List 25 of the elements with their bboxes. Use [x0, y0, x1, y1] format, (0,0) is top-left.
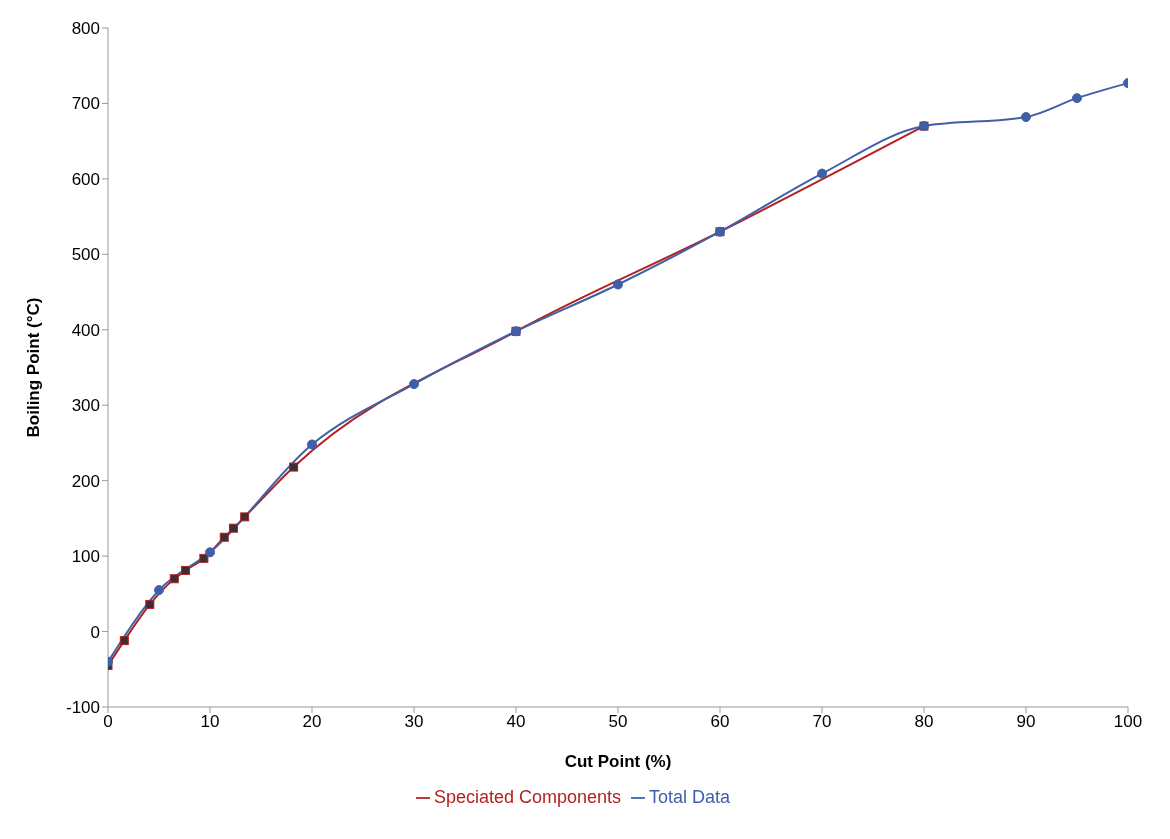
x-tick-label: 10: [200, 712, 220, 732]
y-tick-label: 600: [71, 169, 100, 189]
x-tick-label: 90: [1016, 712, 1036, 732]
legend-label: Speciated Components: [433, 787, 622, 807]
y-tick-label: 0: [90, 622, 100, 642]
y-tick-label: 700: [71, 94, 100, 114]
x-tick-label: 40: [506, 712, 526, 732]
y-tick-label: 200: [71, 471, 100, 491]
legend-label: Total Data: [649, 787, 731, 807]
x-tick-label: 50: [608, 712, 628, 732]
x-tick-label: 20: [302, 712, 322, 732]
x-tick-label: 60: [710, 712, 730, 732]
x-tick-label: 30: [404, 712, 424, 732]
y-tick-label: 100: [71, 547, 100, 567]
y-tick-label: 400: [71, 320, 100, 340]
y-tick-label: 800: [71, 19, 100, 39]
y-tick-label: 300: [71, 396, 100, 416]
y-tick-label: 500: [71, 245, 100, 265]
y-axis-title: Boiling Point (°C): [24, 297, 44, 438]
x-tick-label: 80: [914, 712, 934, 732]
x-tick-label: 100: [1113, 712, 1143, 732]
x-tick-label: 0: [103, 712, 113, 732]
x-tick-label: 70: [812, 712, 832, 732]
y-tick-label: -100: [65, 698, 100, 718]
x-axis-title: Cut Point (%): [564, 752, 672, 771]
